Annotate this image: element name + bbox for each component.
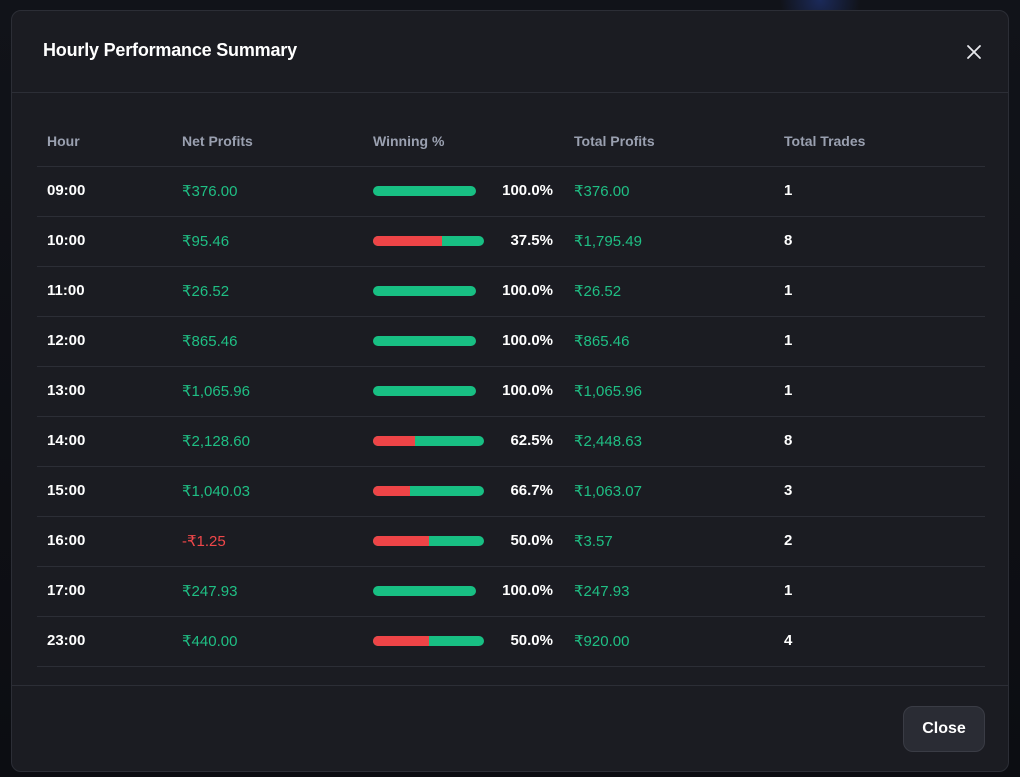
total-trades-cell: 1 [784, 332, 793, 349]
header-total-trades: Total Trades [784, 133, 866, 149]
hourly-table: Hour Net Profits Winning % Total Profits… [37, 121, 985, 667]
losing-portion [373, 536, 429, 546]
total-profit-cell: ₹920.00 [574, 633, 630, 650]
table-row: 16:00 -₹1.25 50.0% ₹3.57 2 [37, 517, 985, 567]
hourly-performance-modal: Hourly Performance Summary Hour Net Prof… [11, 10, 1009, 772]
hour-cell: 12:00 [47, 332, 86, 349]
net-profit-cell: -₹1.25 [182, 533, 226, 550]
losing-portion [373, 436, 415, 446]
table-row: 15:00 ₹1,040.03 66.7% ₹1,063.07 3 [37, 467, 985, 517]
net-profit-cell: ₹95.46 [182, 233, 230, 250]
net-profit-cell: ₹865.46 [182, 333, 238, 350]
total-trades-cell: 1 [784, 282, 793, 299]
table-row: 23:00 ₹440.00 50.0% ₹920.00 4 [37, 617, 985, 667]
modal-title: Hourly Performance Summary [43, 40, 297, 60]
total-trades-cell: 1 [784, 182, 793, 199]
total-profit-cell: ₹865.46 [574, 333, 630, 350]
winning-pct-cell: 100.0% [502, 182, 553, 199]
hour-cell: 10:00 [47, 232, 86, 249]
winning-rate-bar [373, 586, 476, 596]
total-trades-cell: 2 [784, 532, 793, 549]
winning-rate-bar [373, 636, 484, 646]
hour-cell: 16:00 [47, 532, 86, 549]
winning-rate-bar [373, 386, 476, 396]
total-trades-cell: 1 [784, 382, 793, 399]
winning-pct-cell: 50.0% [510, 632, 553, 649]
hour-cell: 15:00 [47, 482, 86, 499]
hour-cell: 23:00 [47, 632, 86, 649]
winning-rate-bar [373, 186, 476, 196]
winning-pct-cell: 37.5% [510, 232, 553, 249]
winning-rate-bar [373, 536, 484, 546]
table-row: 13:00 ₹1,065.96 100.0% ₹1,065.96 1 [37, 367, 985, 417]
winning-pct-cell: 100.0% [502, 582, 553, 599]
total-trades-cell: 4 [784, 632, 793, 649]
total-profit-cell: ₹2,448.63 [574, 433, 642, 450]
total-trades-cell: 8 [784, 232, 793, 249]
header-net-profits: Net Profits [182, 133, 253, 149]
table-row: 10:00 ₹95.46 37.5% ₹1,795.49 8 [37, 217, 985, 267]
winning-pct-cell: 62.5% [510, 432, 553, 449]
header-total-profits: Total Profits [574, 133, 655, 149]
winning-pct-cell: 50.0% [510, 532, 553, 549]
total-profit-cell: ₹1,065.96 [574, 383, 642, 400]
total-trades-cell: 3 [784, 482, 793, 499]
net-profit-cell: ₹247.93 [182, 583, 238, 600]
hour-cell: 14:00 [47, 432, 86, 449]
net-profit-cell: ₹1,040.03 [182, 483, 250, 500]
total-profit-cell: ₹3.57 [574, 533, 613, 550]
net-profit-cell: ₹26.52 [182, 283, 230, 300]
header-hour: Hour [47, 133, 80, 149]
total-trades-cell: 1 [784, 582, 793, 599]
winning-rate-bar [373, 436, 484, 446]
hour-cell: 13:00 [47, 382, 86, 399]
net-profit-cell: ₹440.00 [182, 633, 238, 650]
close-icon[interactable] [964, 42, 984, 62]
winning-rate-bar [373, 286, 476, 296]
table-row: 12:00 ₹865.46 100.0% ₹865.46 1 [37, 317, 985, 367]
net-profit-cell: ₹2,128.60 [182, 433, 250, 450]
losing-portion [373, 236, 442, 246]
winning-pct-cell: 66.7% [510, 482, 553, 499]
net-profit-cell: ₹1,065.96 [182, 383, 250, 400]
winning-rate-bar [373, 236, 484, 246]
modal-header: Hourly Performance Summary [12, 11, 1008, 93]
total-profit-cell: ₹1,063.07 [574, 483, 642, 500]
losing-portion [373, 636, 429, 646]
total-profit-cell: ₹247.93 [574, 583, 630, 600]
modal-footer: Close [12, 685, 1008, 771]
table-body: 09:00 ₹376.00 100.0% ₹376.00 1 10:00 ₹95.46 37.… [37, 167, 985, 667]
losing-portion [373, 486, 410, 496]
hour-cell: 11:00 [47, 282, 85, 299]
total-profit-cell: ₹1,795.49 [574, 233, 642, 250]
hour-cell: 09:00 [47, 182, 86, 199]
close-button[interactable]: Close [903, 706, 985, 752]
winning-pct-cell: 100.0% [502, 332, 553, 349]
table-row: 14:00 ₹2,128.60 62.5% ₹2,448.63 8 [37, 417, 985, 467]
total-profit-cell: ₹376.00 [574, 183, 630, 200]
net-profit-cell: ₹376.00 [182, 183, 238, 200]
table-header: Hour Net Profits Winning % Total Profits… [37, 121, 985, 167]
table-row: 09:00 ₹376.00 100.0% ₹376.00 1 [37, 167, 985, 217]
winning-pct-cell: 100.0% [502, 282, 553, 299]
table-row: 11:00 ₹26.52 100.0% ₹26.52 1 [37, 267, 985, 317]
winning-rate-bar [373, 336, 476, 346]
total-profit-cell: ₹26.52 [574, 283, 622, 300]
winning-pct-cell: 100.0% [502, 382, 553, 399]
table-row: 17:00 ₹247.93 100.0% ₹247.93 1 [37, 567, 985, 617]
header-winning-pct: Winning % [373, 133, 445, 149]
hour-cell: 17:00 [47, 582, 86, 599]
total-trades-cell: 8 [784, 432, 793, 449]
winning-rate-bar [373, 486, 484, 496]
